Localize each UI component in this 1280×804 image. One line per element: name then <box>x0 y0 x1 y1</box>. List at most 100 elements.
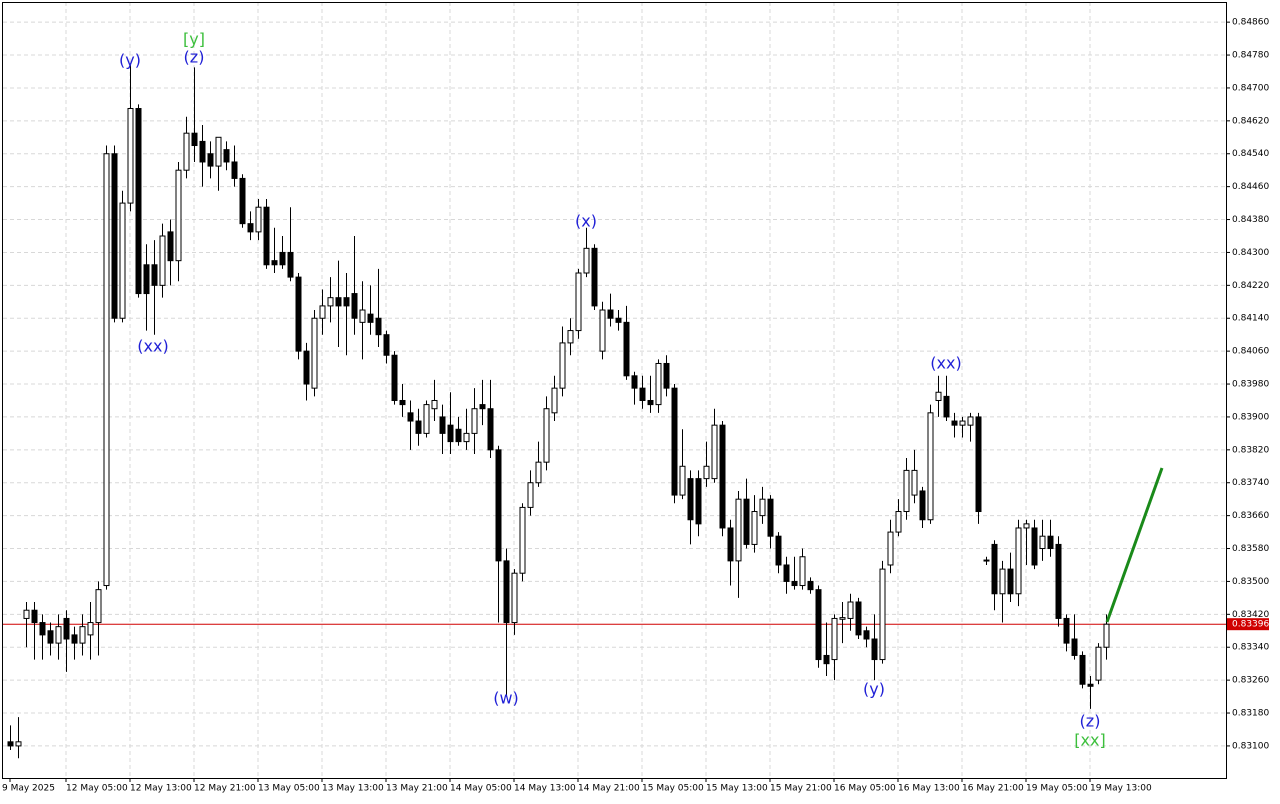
y-tick-label: 0.83420 <box>1232 610 1269 620</box>
candle-body <box>967 416 974 426</box>
candle-body <box>687 478 694 521</box>
candle-body <box>159 235 166 286</box>
candle-body <box>679 465 686 496</box>
x-tick-label: 19 May 13:00 <box>1090 784 1152 794</box>
candle-body <box>887 531 894 566</box>
x-tick-label: 15 May 21:00 <box>770 784 832 794</box>
candle-body <box>231 161 238 179</box>
candle-body <box>511 572 518 624</box>
candle-body <box>879 568 886 661</box>
candle-body <box>295 276 302 352</box>
wave-label: (z) <box>1080 712 1101 731</box>
candle-body <box>95 589 102 624</box>
last-price-label: 0.83396 <box>1232 620 1269 630</box>
candle-body <box>551 387 558 414</box>
candle-body <box>343 297 350 307</box>
candle-body <box>751 511 758 545</box>
candle-body <box>431 399 438 410</box>
candle-body <box>663 362 670 389</box>
candle-body <box>31 609 38 624</box>
candle-body <box>519 506 526 574</box>
candle-body <box>479 404 486 410</box>
candle-body <box>367 313 374 323</box>
forecast-line <box>1105 467 1164 623</box>
wave-label: [y] <box>183 30 205 49</box>
candle-body <box>167 231 174 262</box>
candle-body <box>983 559 990 562</box>
wave-label: (xx) <box>137 337 168 356</box>
x-tick-label: 14 May 05:00 <box>450 784 512 794</box>
y-tick-label: 0.84540 <box>1232 149 1269 159</box>
candle-body <box>1063 617 1070 644</box>
candle-body <box>495 449 502 562</box>
candles <box>7 63 1110 759</box>
candle-body <box>87 622 94 636</box>
y-tick-label: 0.83980 <box>1232 380 1269 390</box>
wave-label: (x) <box>575 212 597 231</box>
candle-body <box>639 387 646 401</box>
x-tick-label: 19 May 05:00 <box>1026 784 1088 794</box>
wave-label: (w) <box>493 689 519 708</box>
wave-label: (y) <box>863 680 885 699</box>
y-tick-label: 0.83500 <box>1232 577 1269 587</box>
candle-body <box>647 399 654 406</box>
last-price-box <box>1227 618 1269 631</box>
candle-body <box>759 498 766 517</box>
candle-body <box>463 432 470 443</box>
candle-body <box>279 251 286 266</box>
candle-body <box>135 108 142 295</box>
y-tick-label: 0.84620 <box>1232 116 1269 126</box>
candle-body <box>7 741 14 747</box>
candle-body <box>103 153 110 587</box>
x-tick-label: 15 May 13:00 <box>706 784 768 794</box>
candle-body <box>543 408 550 463</box>
x-tick-label: 9 May 2025 <box>2 784 55 794</box>
x-tick-label: 12 May 13:00 <box>130 784 192 794</box>
candle-body <box>335 297 342 307</box>
candle-body <box>935 391 942 401</box>
candle-body <box>1103 623 1110 648</box>
y-tick-label: 0.84140 <box>1232 314 1269 324</box>
candle-body <box>695 478 702 525</box>
candle-body <box>863 630 870 640</box>
candle-body <box>111 153 118 319</box>
plot-frame <box>2 2 1227 779</box>
candle-body <box>791 580 798 587</box>
candle-body <box>47 630 54 644</box>
x-tick-label: 12 May 05:00 <box>66 784 128 794</box>
candle-body <box>951 420 958 426</box>
candle-body <box>359 309 366 323</box>
candle-body <box>959 420 966 426</box>
candle-body <box>1055 543 1062 619</box>
candle-body <box>1039 535 1046 550</box>
candle-body <box>527 482 534 508</box>
candle-body <box>383 334 390 356</box>
candle-body <box>903 469 910 513</box>
candle-body <box>63 617 70 640</box>
candle-body <box>847 601 854 619</box>
candle-body <box>407 412 414 422</box>
candle-body <box>239 177 246 225</box>
y-tick-label: 0.84700 <box>1232 83 1269 93</box>
candle-body <box>775 535 782 566</box>
candle-body <box>23 609 30 619</box>
y-tick-label: 0.84300 <box>1232 248 1269 258</box>
candle-body <box>175 169 182 262</box>
candle-body <box>375 317 382 336</box>
candle-body <box>559 342 566 389</box>
candle-body <box>599 309 606 352</box>
candle-body <box>327 297 334 307</box>
candle-body <box>1047 535 1054 550</box>
candle-body <box>191 132 198 147</box>
candle-body <box>183 132 190 171</box>
wave-label: (xx) <box>930 354 961 373</box>
candle-body <box>1007 568 1014 595</box>
candle-body <box>487 408 494 451</box>
candle-body <box>127 108 134 204</box>
candle-body <box>895 511 902 533</box>
candle-body <box>223 149 230 163</box>
y-tick-label: 0.84380 <box>1232 215 1269 225</box>
candle-body <box>207 153 214 167</box>
x-tick-label: 13 May 21:00 <box>386 784 448 794</box>
